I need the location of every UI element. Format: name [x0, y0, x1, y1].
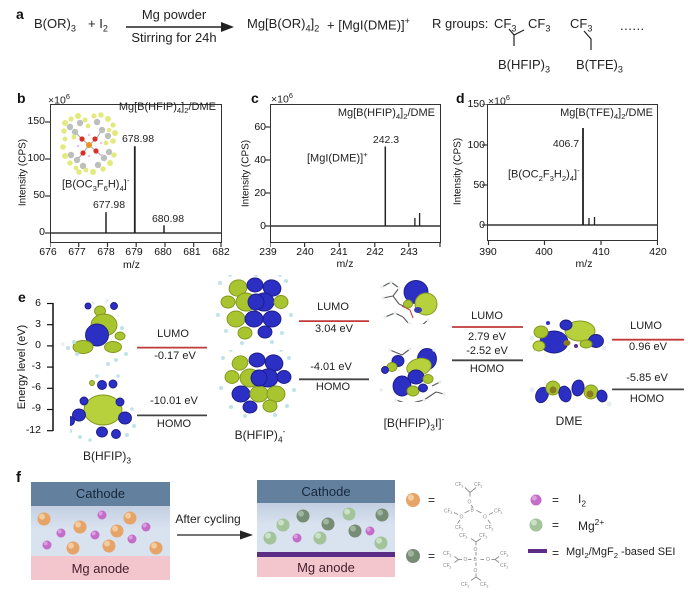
svg-text:O: O [486, 557, 490, 563]
svg-text:3: 3 [450, 511, 452, 515]
svg-text:3: 3 [491, 528, 493, 532]
svg-text:CF: CF [500, 563, 507, 569]
svg-text:O: O [468, 500, 472, 506]
svg-text:CF: CF [479, 533, 486, 539]
svg-text:CF: CF [474, 482, 481, 488]
svg-text:CF: CF [455, 525, 462, 531]
svg-text:B: B [474, 557, 478, 563]
svg-text:3: 3 [449, 566, 451, 570]
svg-text:B: B [471, 508, 475, 514]
svg-text:O: O [464, 557, 468, 563]
svg-text:3: 3 [461, 485, 463, 489]
svg-text:CF: CF [494, 509, 501, 515]
svg-text:CF: CF [444, 509, 451, 515]
svg-text:CF: CF [461, 582, 468, 588]
svg-text:3: 3 [467, 585, 469, 589]
svg-text:3: 3 [506, 566, 508, 570]
svg-text:CF: CF [455, 482, 462, 488]
svg-text:CF: CF [459, 533, 466, 539]
svg-text:3: 3 [480, 485, 482, 489]
svg-text:O: O [483, 515, 487, 521]
svg-text:O: O [460, 515, 464, 521]
svg-text:3: 3 [500, 511, 502, 515]
svg-text:CF: CF [443, 551, 450, 557]
svg-text:O: O [474, 547, 478, 553]
svg-text:3: 3 [461, 528, 463, 532]
svg-text:O: O [474, 568, 478, 574]
svg-text:3: 3 [506, 554, 508, 558]
svg-text:3: 3 [449, 554, 451, 558]
svg-text:CF: CF [480, 582, 487, 588]
svg-text:3: 3 [465, 536, 467, 540]
svg-text:CF: CF [443, 563, 450, 569]
svg-text:3: 3 [485, 536, 487, 540]
svg-text:CF: CF [500, 551, 507, 557]
svg-text:3: 3 [486, 585, 488, 589]
svg-text:CF: CF [485, 525, 492, 531]
